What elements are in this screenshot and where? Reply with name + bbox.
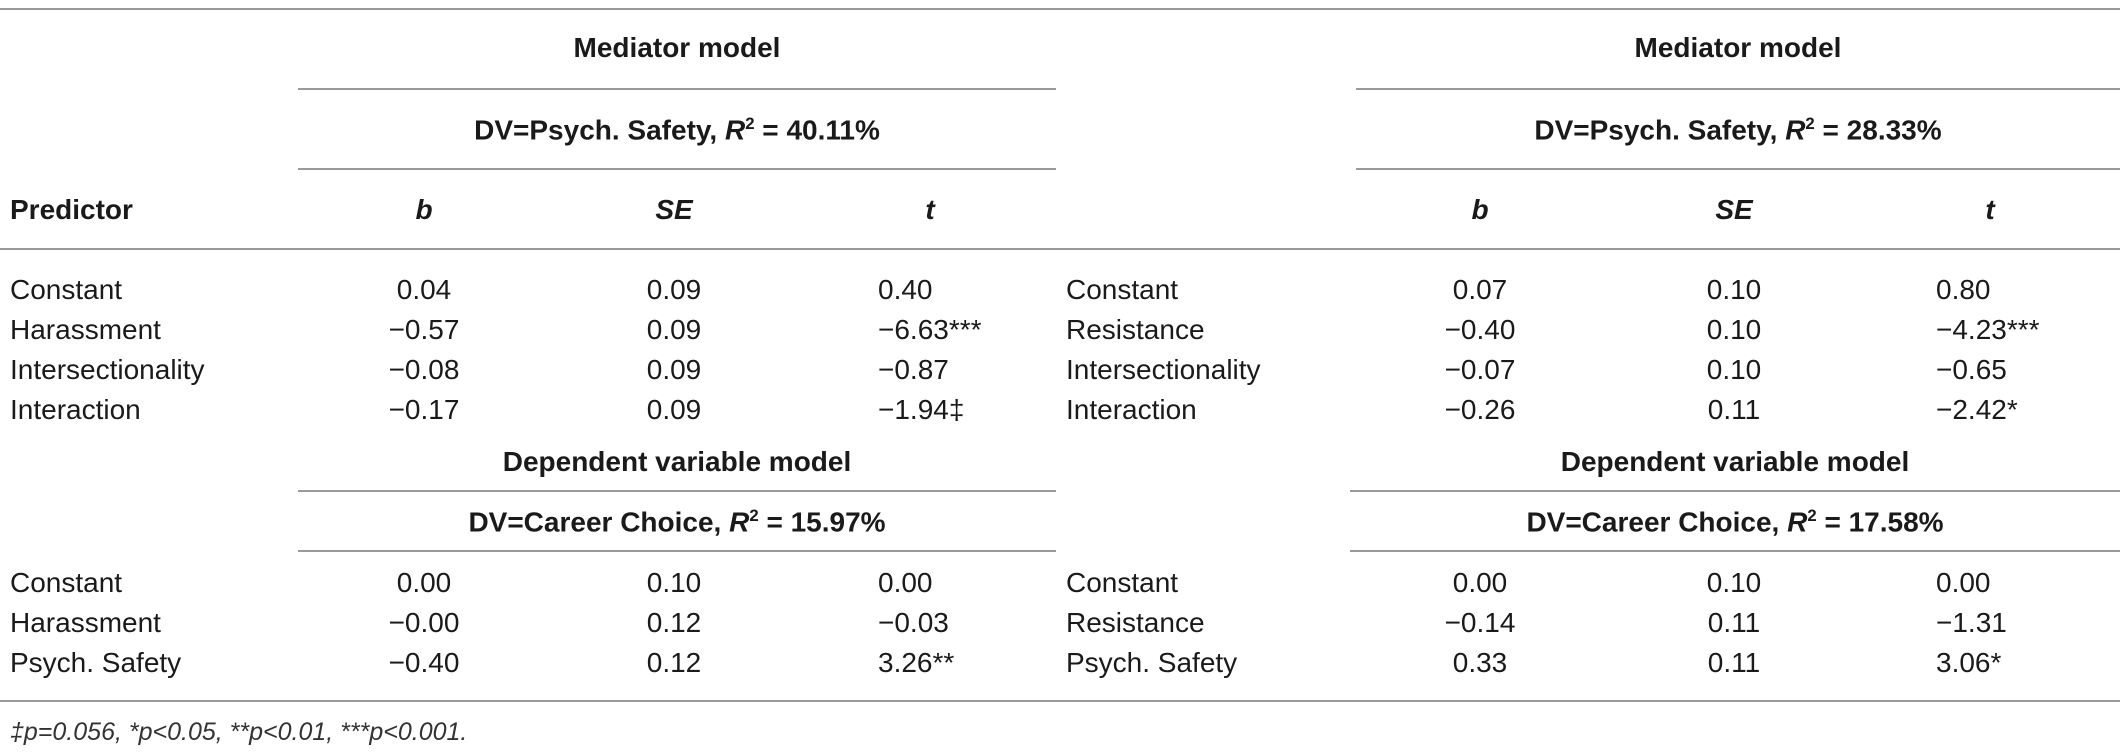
t-cell: 3.26** bbox=[878, 647, 955, 678]
r2-symbol: R bbox=[1785, 114, 1806, 146]
b-cell: 0.33 bbox=[1452, 647, 1508, 678]
b-cell: −0.26 bbox=[1444, 394, 1516, 425]
se-cell: 0.10 bbox=[646, 567, 702, 598]
left-dv-model-bottom-rule bbox=[298, 550, 1056, 552]
left-dv-rule bbox=[298, 168, 1056, 170]
t-cell: 3.06* bbox=[1936, 647, 2002, 678]
left-se-header: SE bbox=[655, 194, 693, 225]
r2-exp: 2 bbox=[749, 506, 759, 525]
left-mediator-dv: DV=Psych. Safety, R2 = 40.11% bbox=[298, 114, 1056, 146]
right-t-header: t bbox=[1985, 194, 1995, 225]
predictor-cell: Constant bbox=[10, 274, 123, 305]
t-cell: −0.65 bbox=[1936, 354, 2007, 385]
left-mediator-title: Mediator model bbox=[573, 32, 781, 63]
predictor-cell: Resistance bbox=[1066, 607, 1205, 638]
se-cell: 0.10 bbox=[1706, 354, 1762, 385]
b-cell: 0.00 bbox=[1452, 567, 1508, 598]
se-cell: 0.12 bbox=[646, 607, 702, 638]
right-se-header: SE bbox=[1715, 194, 1753, 225]
right-mediator-rule bbox=[1356, 88, 2120, 90]
left-b-header: b bbox=[415, 194, 433, 225]
t-cell: −1.31 bbox=[1936, 607, 2007, 638]
left-dv-dv-text: DV=Career Choice, bbox=[468, 506, 730, 538]
t-cell: −6.63*** bbox=[878, 314, 982, 345]
left-t-header: t bbox=[925, 194, 935, 225]
predictor-header: Predictor bbox=[10, 194, 133, 225]
bottom-rule bbox=[0, 700, 2120, 702]
predictor-cell: Constant bbox=[1066, 274, 1179, 305]
left-mediator-rule bbox=[298, 88, 1056, 90]
left-mediator-r2: = 40.11% bbox=[754, 114, 880, 146]
predictor-cell: Resistance bbox=[1066, 314, 1205, 345]
se-cell: 0.09 bbox=[646, 354, 702, 385]
se-cell: 0.09 bbox=[646, 314, 702, 345]
predictor-cell: Psych. Safety bbox=[1066, 647, 1238, 678]
predictor-cell: Interaction bbox=[1066, 394, 1197, 425]
right-mediator-dv-text: DV=Psych. Safety, bbox=[1534, 114, 1786, 146]
r2-symbol: R bbox=[1787, 506, 1808, 538]
right-dv-model-bottom-rule bbox=[1350, 550, 2120, 552]
se-cell: 0.11 bbox=[1707, 647, 1761, 678]
right-mediator-r2: = 28.33% bbox=[1814, 114, 1942, 146]
b-cell: −0.00 bbox=[388, 607, 460, 638]
predictor-cell: Interaction bbox=[10, 394, 141, 425]
se-cell: 0.10 bbox=[1706, 274, 1762, 305]
b-cell: 0.04 bbox=[396, 274, 452, 305]
top-rule bbox=[0, 8, 2120, 10]
t-cell: −0.87 bbox=[878, 354, 949, 385]
table-footnote: ‡p=0.056, *p<0.05, **p<0.01, ***p<0.001. bbox=[10, 718, 468, 746]
right-dv-rule bbox=[1356, 168, 2120, 170]
t-cell: −1.94‡ bbox=[878, 394, 965, 425]
right-mediator-dv: DV=Psych. Safety, R2 = 28.33% bbox=[1356, 114, 2120, 146]
right-dv-r2: = 17.58% bbox=[1816, 506, 1944, 538]
t-cell: 0.80 bbox=[1936, 274, 1991, 305]
se-cell: 0.11 bbox=[1707, 394, 1761, 425]
b-cell: −0.08 bbox=[388, 354, 460, 385]
se-cell: 0.09 bbox=[646, 394, 702, 425]
t-cell: 0.40 bbox=[878, 274, 933, 305]
r2-exp: 2 bbox=[1805, 114, 1815, 133]
se-cell: 0.10 bbox=[1706, 314, 1762, 345]
left-dv-title: Dependent variable model bbox=[502, 446, 852, 477]
left-dv-model-rule bbox=[298, 490, 1056, 492]
predictor-cell: Psych. Safety bbox=[10, 647, 182, 678]
b-cell: −0.07 bbox=[1444, 354, 1516, 385]
predictor-cell: Constant bbox=[10, 567, 123, 598]
right-dv-model-rule bbox=[1350, 490, 2120, 492]
predictor-cell: Intersectionality bbox=[1066, 354, 1261, 385]
r2-symbol: R bbox=[724, 114, 746, 146]
t-cell: −2.42* bbox=[1936, 394, 2018, 425]
t-cell: −4.23*** bbox=[1936, 314, 2040, 345]
b-cell: −0.17 bbox=[388, 394, 460, 425]
r2-exp: 2 bbox=[745, 114, 755, 133]
r2-symbol: R bbox=[729, 506, 750, 538]
left-dv-r2: = 15.97% bbox=[758, 506, 886, 538]
b-cell: −0.40 bbox=[1444, 314, 1516, 345]
b-cell: −0.14 bbox=[1444, 607, 1516, 638]
left-mediator-dv-text: DV=Psych. Safety, bbox=[474, 114, 725, 146]
se-cell: 0.09 bbox=[646, 274, 702, 305]
right-dv-title: Dependent variable model bbox=[1560, 446, 1910, 477]
r2-exp: 2 bbox=[1807, 506, 1817, 525]
b-cell: 0.07 bbox=[1452, 274, 1508, 305]
t-cell: −0.03 bbox=[878, 607, 949, 638]
b-cell: 0.00 bbox=[396, 567, 452, 598]
predictor-cell: Harassment bbox=[10, 607, 161, 638]
predictor-cell: Intersectionality bbox=[10, 354, 205, 385]
se-cell: 0.10 bbox=[1706, 567, 1762, 598]
right-dv-dv: DV=Career Choice, R2 = 17.58% bbox=[1350, 506, 2120, 538]
se-cell: 0.11 bbox=[1707, 607, 1761, 638]
header-bottom-rule bbox=[0, 248, 2120, 250]
t-cell: 0.00 bbox=[878, 567, 933, 598]
se-cell: 0.12 bbox=[646, 647, 702, 678]
right-mediator-title: Mediator model bbox=[1634, 32, 1842, 63]
right-b-header: b bbox=[1471, 194, 1489, 225]
b-cell: −0.40 bbox=[388, 647, 460, 678]
left-dv-dv: DV=Career Choice, R2 = 15.97% bbox=[298, 506, 1056, 538]
b-cell: −0.57 bbox=[388, 314, 460, 345]
t-cell: 0.00 bbox=[1936, 567, 1991, 598]
right-dv-dv-text: DV=Career Choice, bbox=[1526, 506, 1788, 538]
predictor-cell: Constant bbox=[1066, 567, 1179, 598]
predictor-cell: Harassment bbox=[10, 314, 161, 345]
